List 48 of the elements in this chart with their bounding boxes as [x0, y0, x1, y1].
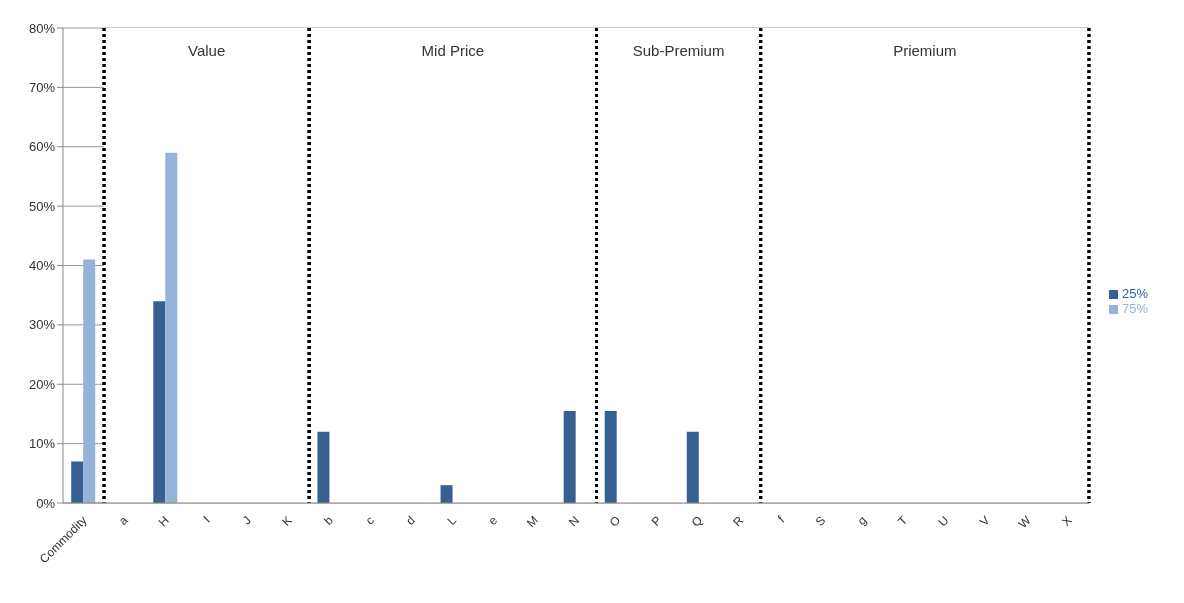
band-label: Sub-Premium	[632, 42, 725, 59]
x-tick-label: O	[606, 513, 624, 530]
x-tick-label: c	[362, 513, 377, 528]
band-label: Priemium	[893, 42, 957, 59]
band-label: Mid Price	[421, 42, 485, 59]
x-tick-label: P	[648, 513, 665, 529]
bar	[83, 259, 96, 503]
x-tick-label: M	[524, 513, 542, 531]
x-tick-label: R	[730, 512, 747, 530]
bar	[604, 410, 617, 503]
x-tick-label: N	[566, 513, 583, 530]
y-tick-label: 0%	[36, 495, 56, 511]
y-tick-label: 80%	[28, 20, 56, 36]
y-tick-label: 50%	[28, 198, 56, 214]
x-tick-label: Q	[688, 513, 706, 530]
x-tick-label: U	[935, 513, 952, 530]
x-tick-label: T	[895, 512, 911, 529]
x-tick-label: J	[239, 513, 254, 528]
x-tick-label: g	[854, 513, 870, 528]
legend-label: 75%	[1121, 300, 1148, 316]
bar	[440, 485, 453, 503]
y-tick-label: 70%	[28, 79, 56, 95]
legend-label: 25%	[1121, 285, 1148, 301]
y-tick-label: 20%	[28, 376, 56, 392]
bar	[686, 431, 699, 503]
x-tick-label: W	[1015, 512, 1035, 532]
x-tick-label: L	[444, 513, 460, 528]
x-tick-label: e	[485, 513, 501, 528]
bar	[317, 431, 330, 503]
x-tick-label: S	[812, 513, 829, 529]
x-tick-label: d	[403, 513, 418, 528]
x-tick-label: V	[976, 513, 993, 529]
bar	[165, 152, 178, 503]
y-tick-label: 40%	[28, 258, 56, 274]
bar	[71, 461, 84, 503]
bar	[563, 410, 576, 503]
x-tick-label: H	[155, 513, 172, 530]
y-tick-label: 30%	[28, 317, 56, 333]
y-tick-label: 60%	[28, 139, 56, 155]
x-tick-label: X	[1059, 513, 1075, 529]
x-tick-label: b	[321, 513, 337, 528]
x-tick-label: K	[279, 513, 295, 529]
x-tick-label: f	[775, 512, 788, 526]
band-label: Value	[188, 42, 226, 59]
y-tick-label: 10%	[28, 436, 56, 452]
x-tick-label: a	[116, 513, 131, 528]
x-tick-label: I	[200, 513, 213, 526]
bar	[153, 301, 166, 503]
